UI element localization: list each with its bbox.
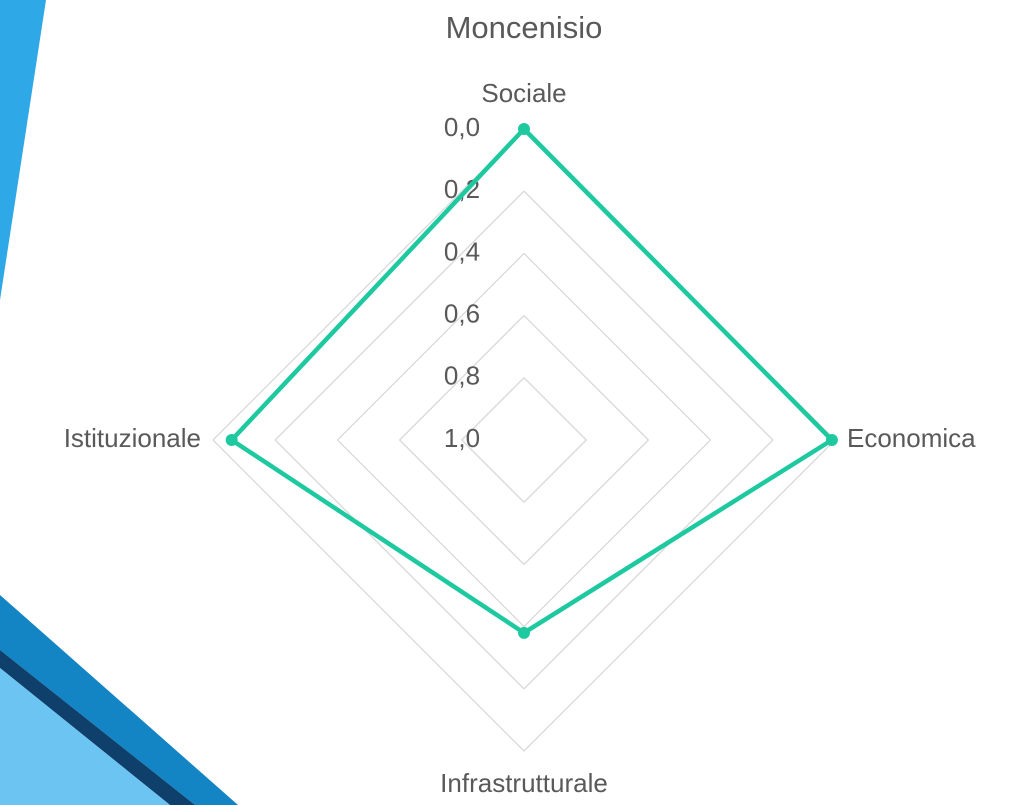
chart-title: Moncenisio [446, 10, 603, 45]
decoration [0, 650, 195, 805]
category-label: Economica [847, 423, 976, 453]
r-tick-label: 1,0 [444, 423, 480, 453]
category-label: Infrastrutturale [440, 768, 608, 798]
data-point [225, 434, 238, 446]
grid-line [212, 128, 836, 752]
r-tick-label: 0,4 [444, 236, 480, 266]
r-tick-label: 0,0 [444, 112, 480, 142]
data-point [518, 626, 530, 639]
grid-line [274, 190, 774, 690]
data-point [518, 123, 530, 135]
decoration [0, 595, 238, 805]
grid-line [398, 314, 650, 566]
decoration [0, 668, 170, 805]
r-tick-label: 0,6 [444, 298, 480, 328]
grid-line [336, 252, 712, 628]
category-label: Istituzionale [64, 423, 201, 453]
category-label: Sociale [481, 78, 566, 108]
r-tick-label: 0,8 [444, 361, 480, 391]
data-point [825, 434, 838, 446]
grid-line [460, 376, 588, 504]
decoration [0, 0, 46, 300]
